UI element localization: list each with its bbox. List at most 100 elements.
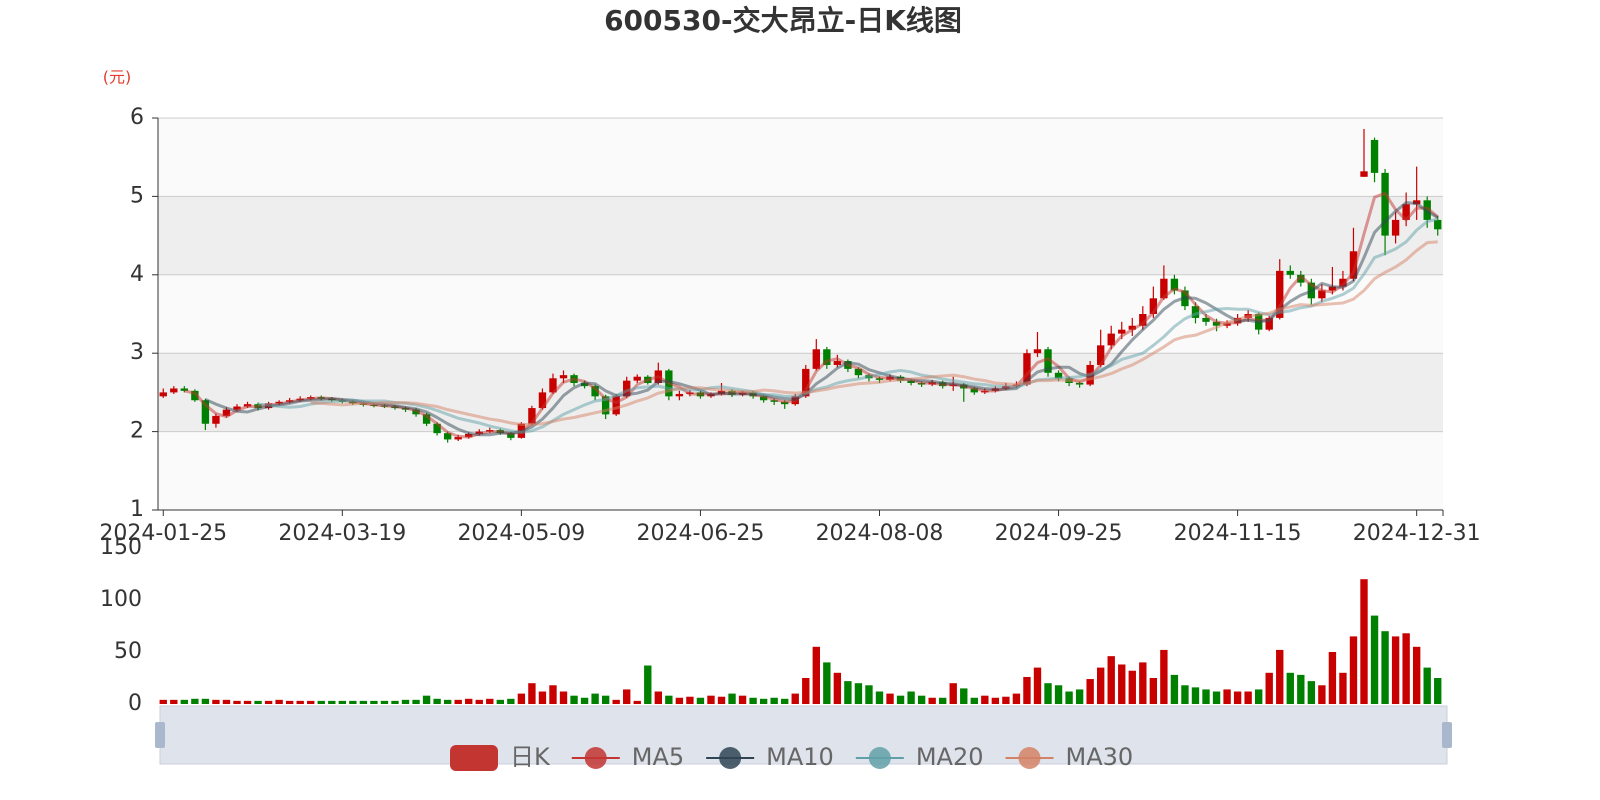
volume-bar <box>644 665 652 704</box>
volume-bar <box>496 699 505 704</box>
candle-body <box>1139 314 1147 326</box>
candle-body <box>802 368 810 397</box>
candle-body <box>812 349 820 369</box>
y-tick-label: 0 <box>128 691 142 716</box>
x-tick-label: 2024-01-25 <box>99 521 227 546</box>
volume-bar <box>1265 672 1273 704</box>
volume-bar <box>823 662 831 704</box>
volume-bar <box>1244 691 1252 704</box>
volume-bar <box>886 693 894 704</box>
volume-bar <box>296 700 304 704</box>
volume-bar <box>1044 683 1052 704</box>
split-area <box>158 431 1443 510</box>
split-area <box>158 274 1443 354</box>
candle-body <box>559 375 568 379</box>
volume-bar <box>875 691 884 704</box>
volume-bar <box>960 688 968 704</box>
candle-body <box>538 392 547 409</box>
volume-bar <box>1276 649 1284 704</box>
candle-body <box>1349 251 1358 279</box>
candle-body <box>1128 325 1136 330</box>
volume-bar <box>549 685 557 704</box>
volume-bar <box>307 700 315 704</box>
volume-bar <box>759 698 768 704</box>
volume-bar <box>391 700 399 704</box>
volume-bar <box>686 696 694 704</box>
volume-bar <box>433 698 441 704</box>
volume-bar <box>528 683 536 704</box>
legend-item[interactable]: MA5 <box>571 743 684 771</box>
candle-body <box>422 414 431 424</box>
slider-handle[interactable] <box>1442 722 1452 748</box>
x-tick-label: 2024-09-25 <box>995 521 1123 546</box>
volume-bar <box>1181 685 1189 704</box>
ma-line <box>310 240 1438 427</box>
volume-bar <box>1318 685 1326 704</box>
candle-body <box>159 392 167 397</box>
legend-icon <box>450 745 498 771</box>
candle-body <box>1212 321 1221 326</box>
volume-bar <box>264 700 273 704</box>
candle-body <box>191 390 199 401</box>
volume-bar <box>486 698 494 704</box>
legend-icon <box>584 747 607 769</box>
volume-bar <box>401 699 410 704</box>
candle-body <box>823 349 831 365</box>
volume-bar <box>507 698 515 704</box>
volume-bar <box>1434 678 1442 704</box>
volume-bar <box>1212 691 1221 704</box>
volume-bar <box>191 698 199 704</box>
volume-bar <box>285 700 294 704</box>
slider-handle[interactable] <box>155 722 165 748</box>
candle-body <box>1107 333 1115 346</box>
volume-bar <box>728 693 736 704</box>
candle-body <box>1023 353 1031 385</box>
chart-title: 600530-交大昂立-日K线图 <box>604 4 962 37</box>
candle-body <box>1075 382 1084 385</box>
candle-body <box>1265 317 1273 330</box>
volume-bar <box>180 699 189 704</box>
volume-bar <box>538 691 547 704</box>
candle-body <box>454 437 462 440</box>
volume-bar <box>1170 674 1179 704</box>
legend-item[interactable]: 日K <box>450 743 551 771</box>
candle-body <box>1360 171 1368 177</box>
candle-body <box>1328 286 1337 291</box>
volume-bar <box>1223 689 1231 704</box>
candle-body <box>833 361 842 365</box>
data-zoom-slider[interactable] <box>155 705 1452 765</box>
volume-bar <box>1139 662 1147 704</box>
slider-track[interactable] <box>159 705 1448 765</box>
volume-bar <box>1286 672 1294 704</box>
volume-bar <box>623 689 631 704</box>
volume-bar <box>1191 687 1200 704</box>
volume-bar <box>1370 615 1379 704</box>
volume-bar <box>1149 678 1158 704</box>
legend-item[interactable]: MA20 <box>855 743 984 771</box>
candle-body <box>507 433 515 438</box>
volume-bar <box>675 697 684 704</box>
volume-bar <box>991 697 1000 704</box>
volume-bar <box>233 700 241 704</box>
legend-item[interactable]: MA30 <box>1005 743 1134 771</box>
candle-body <box>1381 172 1389 236</box>
volume-bar <box>201 698 210 704</box>
volume-bar <box>981 695 989 704</box>
candle-body <box>1318 290 1326 299</box>
volume-bar <box>1423 667 1431 704</box>
candle-body <box>633 376 641 381</box>
volume-bar <box>212 699 220 704</box>
y-tick-label: 6 <box>130 105 144 130</box>
candle-body <box>1160 278 1168 299</box>
volume-bar <box>559 691 568 704</box>
y-tick-label: 1 <box>130 497 144 522</box>
candle-body <box>443 433 452 440</box>
x-tick-label: 2024-05-09 <box>457 521 585 546</box>
candle-body <box>770 400 778 402</box>
volume-bar <box>1297 674 1305 704</box>
legend-item[interactable]: MA10 <box>706 743 834 771</box>
volume-bar <box>370 700 378 704</box>
candle-body <box>1402 204 1410 220</box>
legend-label: MA30 <box>1066 743 1134 771</box>
ma-line <box>204 201 1439 437</box>
